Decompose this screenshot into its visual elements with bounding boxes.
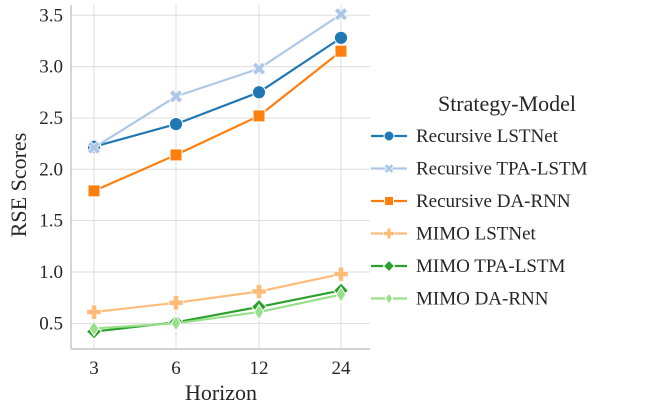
series-mimo-tpa-lstm xyxy=(85,282,350,340)
legend-entry: Recursive LSTNet xyxy=(371,126,559,147)
legend-title: Strategy-Model xyxy=(438,91,576,116)
y-tick-label: 2.5 xyxy=(39,108,63,129)
legend-marker xyxy=(382,259,396,273)
legend-label: Recursive TPA-LSTM xyxy=(416,159,588,180)
axes-layer: 0.5 1.0 1.5 2.0 2.5 3.0 3.5 3 6 12 24 xyxy=(39,5,370,379)
data-point xyxy=(333,7,349,22)
legend-label: MIMO TPA-LSTM xyxy=(416,256,565,277)
series-layer xyxy=(85,7,350,340)
series-line xyxy=(93,36,342,148)
x-tick-label: 6 xyxy=(171,358,181,379)
x-tick-label: 24 xyxy=(332,358,352,379)
data-point xyxy=(251,283,267,300)
legend-marker xyxy=(383,227,395,240)
y-tick-label: 3.5 xyxy=(39,5,63,26)
data-point xyxy=(168,89,184,104)
legend-marker xyxy=(383,130,395,142)
series-mimo-da-rnn xyxy=(88,286,347,337)
data-point xyxy=(333,266,349,282)
legend-entry: Recursive DA-RNN xyxy=(371,191,571,212)
legend-label: MIMO DA-RNN xyxy=(416,289,549,310)
data-point xyxy=(168,117,184,132)
legend-label: Recursive DA-RNN xyxy=(416,191,571,212)
y-tick-label: 3.0 xyxy=(39,57,63,78)
data-point xyxy=(252,109,266,123)
data-point xyxy=(251,61,267,76)
data-point xyxy=(170,314,182,332)
data-point xyxy=(335,286,347,303)
legend-entry: Recursive TPA-LSTM xyxy=(371,159,588,180)
legend-marker xyxy=(384,291,394,306)
legend-entry: MIMO LSTNet xyxy=(371,224,537,245)
series-line xyxy=(93,272,342,314)
series-recursive-tpa-lstm xyxy=(86,7,349,155)
y-tick-label: 2.0 xyxy=(39,159,63,180)
y-tick-label: 1.5 xyxy=(39,211,63,232)
series-line xyxy=(93,293,342,330)
legend: Strategy-Model Recursive LSTNetRecursive… xyxy=(371,91,588,310)
data-point xyxy=(86,304,102,320)
data-point xyxy=(88,320,100,337)
legend-items: Recursive LSTNet Recursive TPA-LSTM Recurs… xyxy=(371,126,588,310)
y-tick-label: 1.0 xyxy=(39,262,63,283)
y-axis-label: RSE Scores xyxy=(6,133,31,238)
legend-marker xyxy=(383,162,395,175)
data-point xyxy=(334,44,348,58)
legend-label: Recursive LSTNet xyxy=(416,126,559,147)
y-tick-label: 0.5 xyxy=(39,313,63,334)
legend-label: MIMO LSTNet xyxy=(416,224,537,245)
series-line xyxy=(93,50,342,192)
legend-marker xyxy=(384,196,394,206)
data-point xyxy=(251,85,267,100)
data-point xyxy=(333,30,349,45)
data-point xyxy=(86,140,102,155)
legend-entry: MIMO DA-RNN xyxy=(371,289,549,310)
x-tick-label: 12 xyxy=(250,358,269,379)
data-point xyxy=(253,303,265,321)
legend-entry: MIMO TPA-LSTM xyxy=(371,256,565,277)
series-line xyxy=(93,13,342,149)
series-recursive-da-rnn xyxy=(87,44,348,198)
data-point xyxy=(87,184,101,198)
x-tick-label: 3 xyxy=(89,358,99,379)
series-mimo-lstnet xyxy=(86,266,349,320)
x-axis-label: Horizon xyxy=(185,380,257,405)
data-point xyxy=(169,148,183,162)
data-point xyxy=(168,295,184,311)
